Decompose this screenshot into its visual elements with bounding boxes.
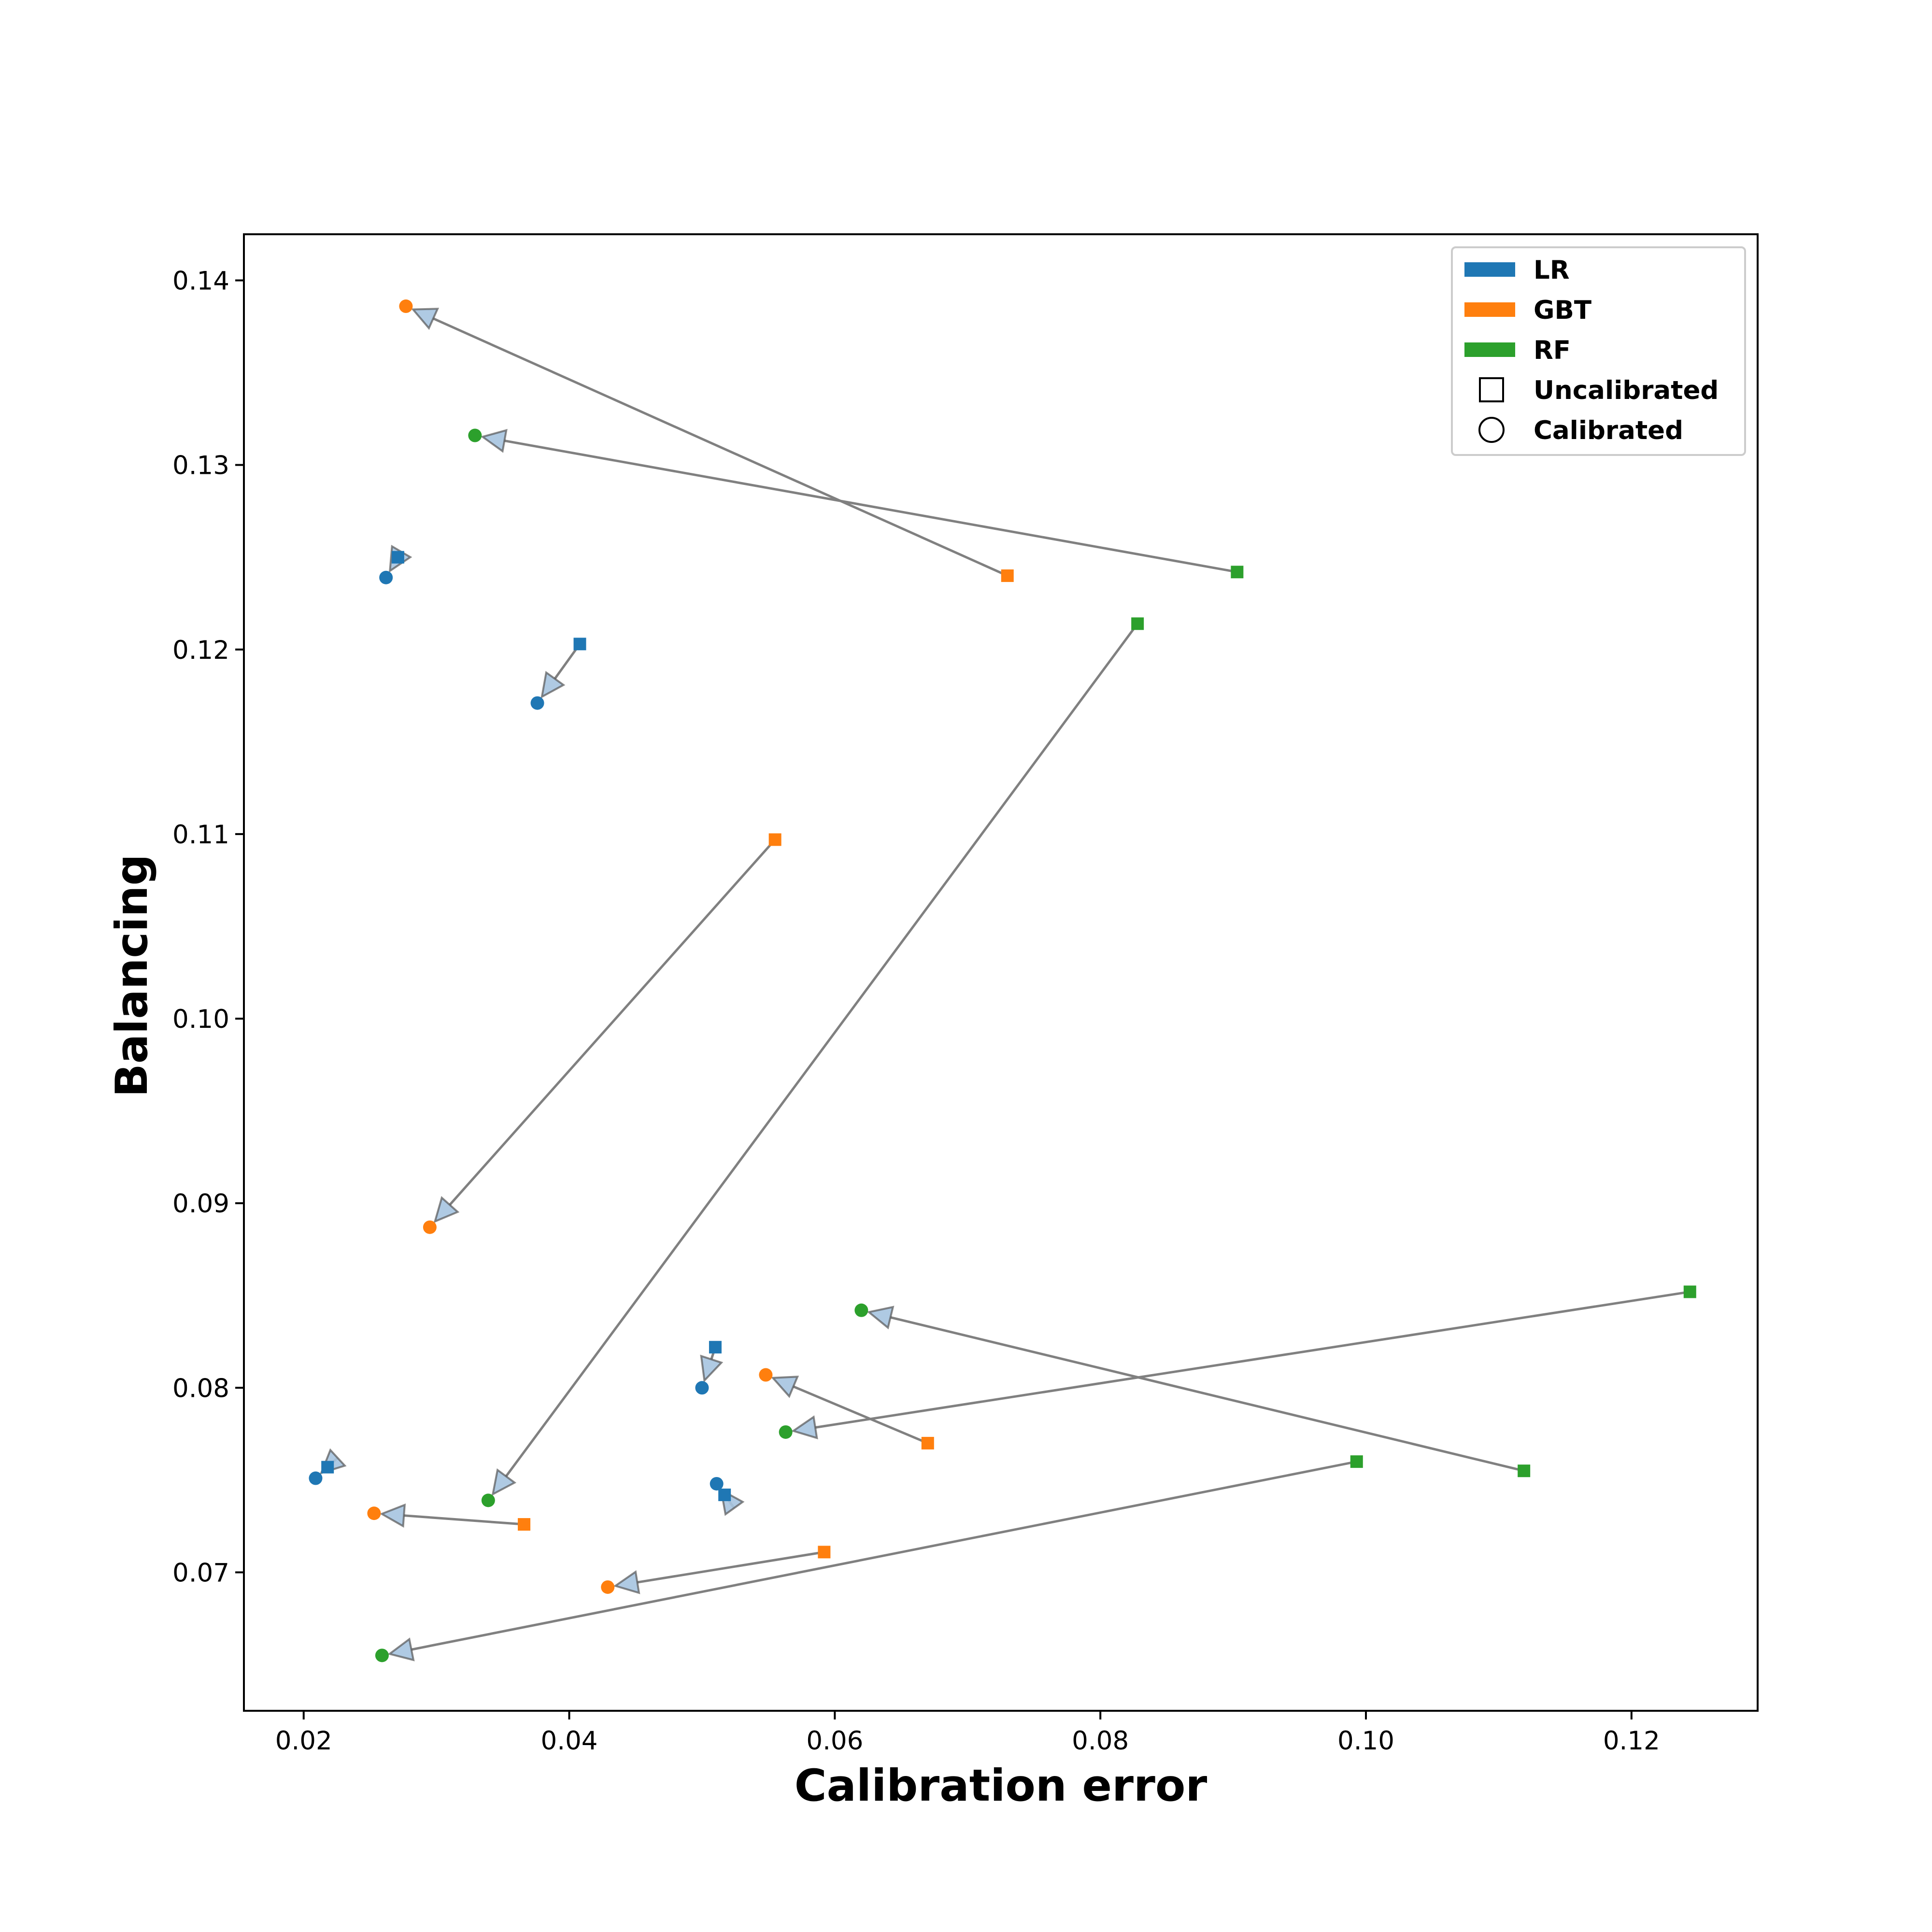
uncalibrated-point-rf — [1518, 1464, 1531, 1477]
calibrated-point-rf — [481, 1493, 495, 1507]
plot-area — [244, 234, 1758, 1711]
calibrated-point-lr — [309, 1471, 323, 1485]
uncalibrated-point-rf — [1350, 1455, 1363, 1468]
y-tick-label: 0.10 — [172, 1005, 229, 1034]
uncalibrated-point-gbt — [768, 833, 781, 846]
legend-box — [1451, 246, 1746, 456]
calibrated-point-gbt — [601, 1580, 615, 1594]
x-tick-label: 0.08 — [1072, 1726, 1129, 1756]
arrow-line-rf — [815, 1291, 1690, 1429]
x-tick-label: 0.04 — [541, 1726, 598, 1756]
uncalibrated-point-gbt — [818, 1546, 831, 1559]
y-tick-label: 0.07 — [172, 1558, 229, 1588]
plot-frame — [243, 233, 1759, 1712]
calibrated-point-gbt — [399, 299, 413, 313]
calibrated-point-lr — [530, 696, 544, 710]
uncalibrated-point-lr — [321, 1461, 334, 1474]
arrow-head-rf — [867, 1306, 895, 1330]
uncalibrated-point-gbt — [921, 1436, 934, 1449]
arrow-head-lr — [700, 1354, 724, 1383]
arrow-line-rf — [890, 1316, 1524, 1472]
legend-calibrated-label: Calibrated — [1534, 416, 1683, 445]
x-axis-ticks: 0.02 0.04 0.06 0.08 0.10 0.12 — [275, 1711, 1660, 1756]
legend-lr-label: LR — [1534, 256, 1570, 285]
arrow-head-gbt — [433, 1196, 460, 1223]
legend-rf-swatch — [1464, 342, 1515, 357]
arrow-line-gbt — [793, 1385, 928, 1445]
arrow-head-lr — [540, 670, 566, 699]
uncalibrated-point-lr — [718, 1488, 731, 1501]
uncalibrated-point-lr — [573, 638, 586, 651]
legend-calibrated-marker — [1478, 417, 1505, 443]
points-layer — [309, 299, 1696, 1662]
arrow-head-gbt — [411, 308, 440, 330]
y-tick-label: 0.11 — [172, 820, 229, 850]
uncalibrated-point-rf — [1683, 1285, 1696, 1298]
x-tick-label: 0.10 — [1337, 1726, 1394, 1756]
y-tick-label: 0.09 — [172, 1189, 229, 1219]
legend-uncalibrated-marker — [1479, 377, 1504, 402]
x-tick-label: 0.02 — [275, 1726, 332, 1756]
y-axis-ticks: 0.07 0.08 0.09 0.10 0.11 0.12 0.13 0.14 — [172, 267, 244, 1588]
y-tick-label: 0.08 — [172, 1374, 229, 1403]
x-axis-label: Calibration error — [795, 1761, 1208, 1811]
y-tick-label: 0.12 — [172, 636, 229, 665]
x-tick-label: 0.12 — [1603, 1726, 1660, 1756]
uncalibrated-point-rf — [1131, 617, 1144, 630]
arrow-line-rf — [504, 439, 1237, 573]
legend: LR GBT RF Uncalibrated Calibrated — [1451, 246, 1746, 456]
calibrated-point-lr — [379, 570, 393, 584]
arrow-line-rf — [505, 623, 1139, 1477]
arrow-line-gbt — [404, 1514, 525, 1526]
uncalibrated-point-lr — [391, 551, 404, 564]
y-axis-label: Balancing — [107, 854, 157, 1097]
arrow-head-rf — [491, 1468, 517, 1496]
uncalibrated-point-rf — [1231, 566, 1244, 579]
y-tick-label: 0.14 — [172, 267, 229, 296]
calibrated-point-gbt — [423, 1220, 437, 1234]
legend-lr-swatch — [1464, 262, 1515, 277]
uncalibrated-point-gbt — [518, 1518, 531, 1531]
arrow-line-gbt — [449, 838, 776, 1206]
x-tick-label: 0.06 — [806, 1726, 863, 1756]
arrow-line-gbt — [637, 1550, 824, 1584]
y-tick-label: 0.13 — [172, 451, 229, 481]
legend-rf-label: RF — [1534, 336, 1571, 365]
arrow-head-gbt — [379, 1503, 406, 1528]
arrow-head-rf — [387, 1637, 415, 1662]
calibrated-point-gbt — [367, 1506, 381, 1520]
calibrated-point-rf — [779, 1425, 793, 1439]
uncalibrated-point-gbt — [1001, 569, 1014, 582]
arrow-head-rf — [480, 429, 508, 453]
calibrated-point-lr — [710, 1477, 724, 1491]
arrow-line-rf — [411, 1460, 1357, 1651]
calibrated-point-rf — [854, 1303, 868, 1317]
legend-gbt-swatch — [1464, 302, 1515, 317]
uncalibrated-point-lr — [709, 1341, 722, 1354]
arrow-head-rf — [791, 1415, 818, 1440]
arrow-head-gbt — [770, 1376, 799, 1398]
arrow-head-gbt — [613, 1570, 640, 1594]
calibrated-point-gbt — [759, 1368, 773, 1382]
calibrated-point-rf — [375, 1648, 389, 1662]
legend-uncalibrated-label: Uncalibrated — [1534, 376, 1719, 405]
calibrated-point-rf — [468, 428, 482, 442]
legend-gbt-label: GBT — [1534, 296, 1591, 325]
calibrated-point-lr — [695, 1381, 709, 1395]
arrow-line-gbt — [432, 317, 1008, 577]
